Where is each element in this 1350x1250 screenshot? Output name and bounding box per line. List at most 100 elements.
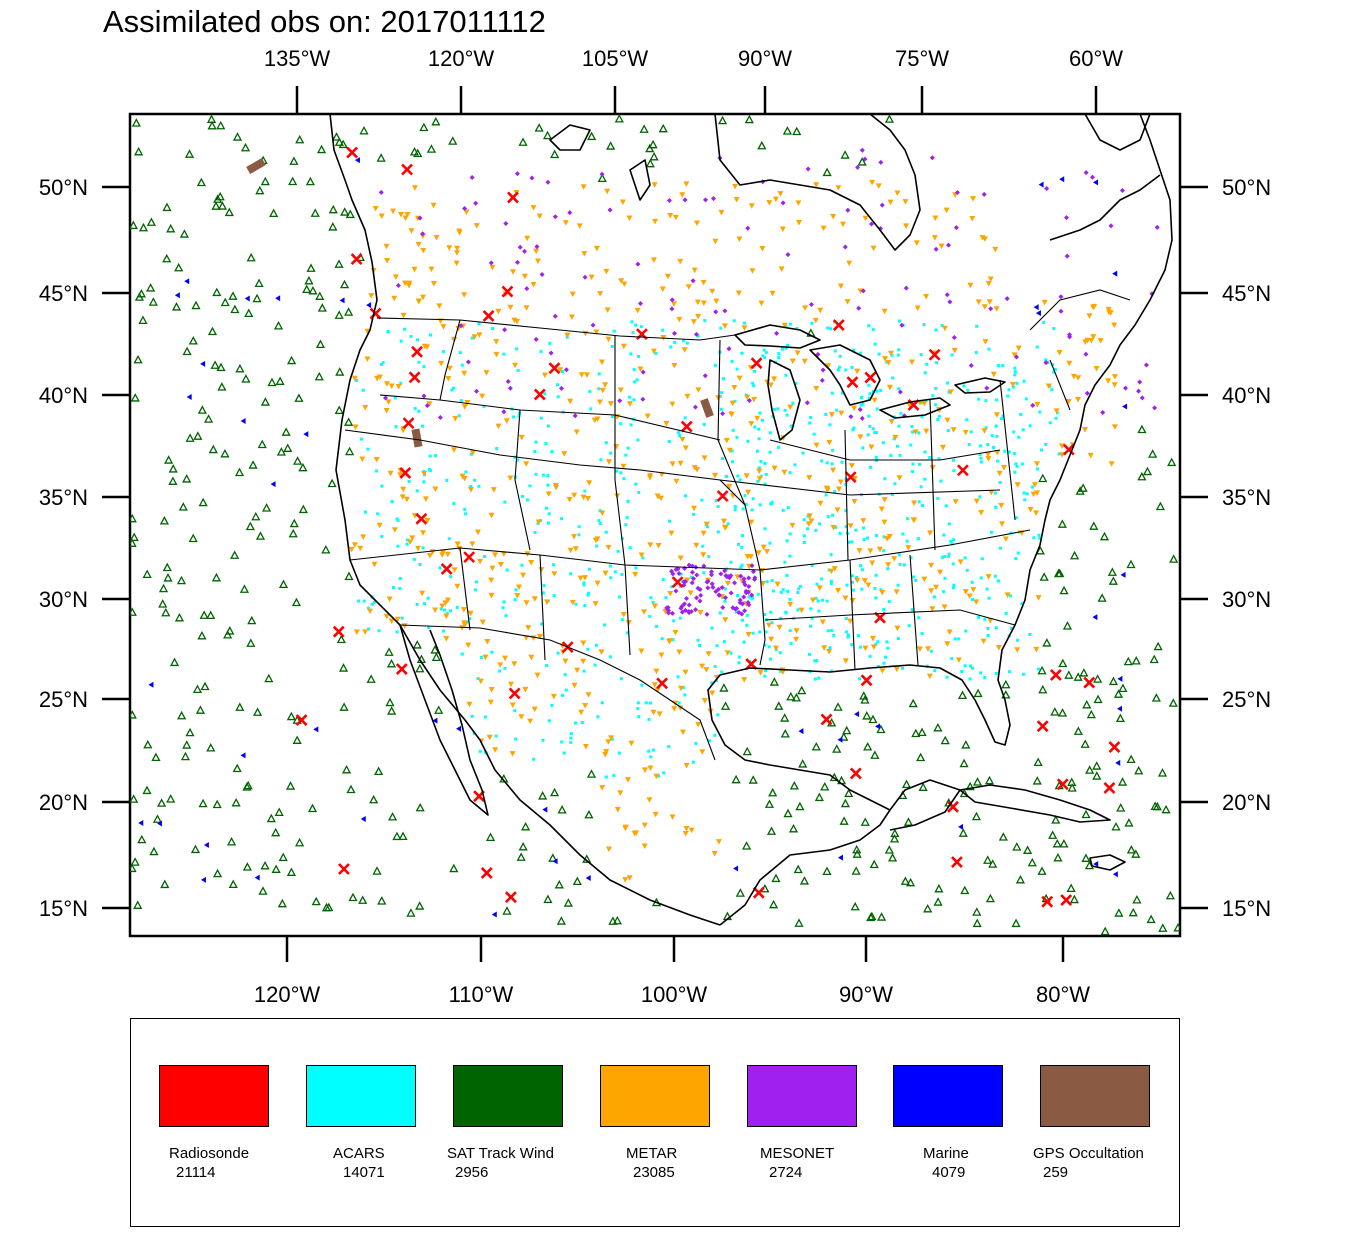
sat-track-wind-marker xyxy=(518,137,528,146)
acars-marker xyxy=(844,617,848,621)
sat-track-wind-marker xyxy=(130,710,137,719)
metar-marker xyxy=(376,522,383,529)
metar-marker xyxy=(580,184,587,190)
metar-marker xyxy=(541,372,548,379)
metar-marker xyxy=(528,560,535,566)
acars-marker xyxy=(355,378,359,382)
mesonet-marker xyxy=(458,323,464,329)
metar-marker xyxy=(567,547,574,554)
metar-marker xyxy=(578,709,585,716)
sat-track-wind-marker xyxy=(731,774,741,784)
metar-marker xyxy=(914,305,921,312)
acars-marker xyxy=(439,607,443,611)
acars-marker xyxy=(809,624,813,628)
sat-track-wind-marker xyxy=(1001,679,1011,689)
metar-marker xyxy=(1105,306,1112,313)
acars-marker xyxy=(951,586,955,590)
mesonet-marker xyxy=(539,272,545,278)
marine-marker xyxy=(958,823,964,830)
sat-track-wind-marker xyxy=(288,176,298,186)
acars-marker xyxy=(691,760,695,764)
metar-marker xyxy=(926,673,933,680)
acars-marker xyxy=(951,538,955,542)
acars-marker xyxy=(777,356,781,360)
sat-track-wind-marker xyxy=(1052,838,1062,848)
acars-marker xyxy=(1016,551,1020,555)
acars-marker xyxy=(415,602,419,606)
sat-track-wind-marker xyxy=(234,467,245,477)
acars-marker xyxy=(720,670,724,674)
mesonet-marker xyxy=(741,594,747,600)
acars-marker xyxy=(679,572,683,576)
sat-track-wind-marker xyxy=(1132,895,1142,904)
sat-track-wind-marker xyxy=(485,832,496,842)
mesonet-marker xyxy=(640,396,646,402)
sat-track-wind-marker xyxy=(799,876,810,885)
acars-marker xyxy=(866,433,870,437)
sat-track-wind-marker xyxy=(1151,693,1161,702)
metar-marker xyxy=(428,266,435,273)
metar-marker xyxy=(507,475,514,481)
metar-marker xyxy=(688,827,695,834)
metar-marker xyxy=(614,806,621,813)
acars-marker xyxy=(949,539,953,543)
sat-track-wind-marker xyxy=(374,766,384,776)
mesonet-marker xyxy=(689,569,695,575)
acars-marker xyxy=(586,593,590,597)
sat-track-wind-marker xyxy=(1069,894,1079,904)
sat-track-wind-marker xyxy=(1012,842,1022,851)
sat-track-wind-marker xyxy=(639,124,649,133)
acars-marker xyxy=(942,533,946,537)
metar-marker xyxy=(891,556,898,562)
sat-track-wind-marker xyxy=(788,823,799,833)
legend-label: Radiosonde xyxy=(169,1145,250,1162)
acars-marker xyxy=(996,364,1000,368)
acars-marker xyxy=(873,342,877,346)
sat-track-wind-marker xyxy=(1053,852,1063,862)
sat-track-wind-marker xyxy=(321,545,331,554)
acars-marker xyxy=(953,637,957,641)
acars-marker xyxy=(776,407,780,411)
sat-track-wind-marker xyxy=(1093,694,1103,704)
right-lat-label: 15°N xyxy=(1222,896,1271,921)
acars-marker xyxy=(619,677,623,681)
acars-marker xyxy=(668,519,672,523)
legend-swatch xyxy=(453,1065,563,1127)
metar-marker xyxy=(464,399,471,406)
radiosonde-marker xyxy=(1062,443,1075,456)
legend-label: Marine xyxy=(923,1145,969,1162)
acars-marker xyxy=(610,415,614,419)
mesonet-marker xyxy=(856,305,862,311)
acars-marker xyxy=(868,654,872,658)
marine-marker xyxy=(366,302,372,309)
metar-marker xyxy=(733,197,740,203)
acars-marker xyxy=(897,553,901,557)
mesonet-marker xyxy=(720,605,726,611)
sat-track-wind-marker xyxy=(230,550,240,559)
acars-marker xyxy=(788,322,792,326)
gps-occultation-marker xyxy=(700,398,714,418)
acars-marker xyxy=(798,584,802,588)
metar-marker xyxy=(751,396,758,403)
legend-count: 4079 xyxy=(932,1164,966,1181)
mesonet-marker xyxy=(693,331,699,337)
metar-marker xyxy=(1030,491,1037,498)
sat-track-wind-marker xyxy=(277,898,287,908)
sat-track-wind-marker xyxy=(1022,845,1033,854)
acars-marker xyxy=(637,715,641,719)
mesonet-marker xyxy=(945,242,951,248)
metar-marker xyxy=(653,773,660,780)
metar-marker xyxy=(628,740,635,747)
metar-marker xyxy=(436,303,443,309)
acars-marker xyxy=(947,554,951,558)
acars-marker xyxy=(844,368,848,372)
acars-marker xyxy=(636,707,640,711)
acars-marker xyxy=(741,507,745,511)
sat-track-wind-marker xyxy=(196,177,206,187)
metar-marker xyxy=(516,584,523,590)
mesonet-marker xyxy=(395,282,401,288)
left-lat-label: 35°N xyxy=(39,485,88,510)
acars-marker xyxy=(890,353,894,357)
metar-marker xyxy=(723,437,730,444)
acars-marker xyxy=(739,565,743,569)
